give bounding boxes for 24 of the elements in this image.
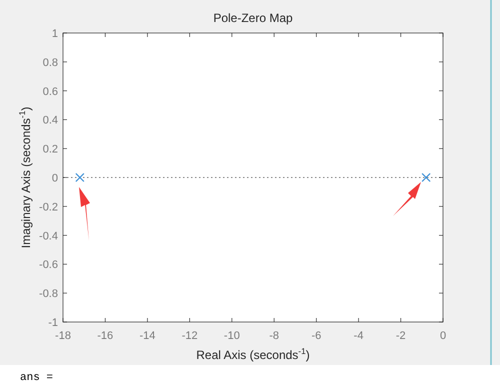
y-tick-label: -1 (48, 317, 58, 329)
x-tick-label: -2 (396, 330, 406, 342)
y-tick-label: -0.8 (39, 288, 58, 300)
y-tick-label: 0.6 (42, 86, 58, 98)
x-tick-label: 0 (440, 330, 446, 342)
text: ans = (20, 372, 54, 384)
x-tick-label: -14 (139, 330, 156, 342)
y-tick-label: 0 (52, 172, 58, 184)
x-tick-label: -12 (182, 330, 198, 342)
x-tick-label: -10 (224, 330, 240, 342)
y-tick-label: 0.2 (42, 144, 58, 156)
y-tick-label: 0.8 (42, 56, 58, 69)
y-tick-label: -0.4 (39, 230, 58, 242)
y-tick-label: -0.2 (39, 201, 58, 214)
x-tick-label: -4 (354, 330, 364, 342)
x-tick-label: -8 (269, 330, 279, 342)
x-tick-label: -18 (55, 330, 71, 342)
chart-title: Pole-Zero Map (213, 11, 294, 25)
x-tick-label: -6 (311, 330, 322, 342)
y-tick-label: 0.4 (42, 114, 58, 127)
x-tick-label: -16 (97, 330, 114, 342)
y-tick-label: -0.6 (39, 259, 58, 272)
y-tick-label: 1 (52, 28, 58, 40)
x-axis-title: Real Axis (seconds$^{-1}$) (196, 346, 310, 362)
